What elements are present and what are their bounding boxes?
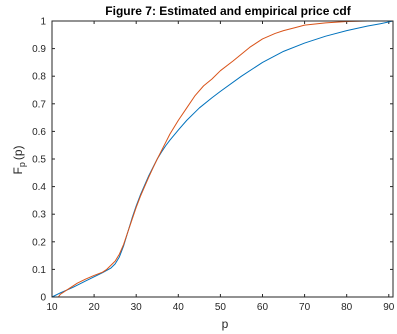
x-tick-label-7: 80 xyxy=(341,302,353,313)
y-tick-label-0: 0 xyxy=(40,293,46,304)
y-tick-label-1: 0.1 xyxy=(32,265,46,276)
x-tick-label-4: 50 xyxy=(215,302,227,313)
y-axis-label-base: F xyxy=(11,167,25,174)
y-axis-label: Fp (p) xyxy=(11,145,27,174)
y-tick-label-4: 0.4 xyxy=(32,182,46,193)
y-tick-label-3: 0.3 xyxy=(32,210,46,221)
series-lines xyxy=(51,20,394,298)
y-axis-label-subscript: p xyxy=(17,162,27,167)
y-tick-label-2: 0.2 xyxy=(32,237,46,248)
y-tick-label-6: 0.6 xyxy=(32,127,46,138)
x-tick-label-1: 20 xyxy=(89,302,101,313)
x-tick-label-0: 10 xyxy=(46,302,58,313)
y-tick-label-8: 0.8 xyxy=(32,72,46,83)
x-axis-label: p xyxy=(222,317,229,331)
y-tick-label-5: 0.5 xyxy=(32,155,46,166)
series-line-1 xyxy=(57,20,393,298)
x-tick-label-5: 60 xyxy=(257,302,269,313)
x-tick-label-6: 70 xyxy=(299,302,311,313)
x-tick-label-8: 90 xyxy=(383,302,395,313)
x-tick-label-2: 30 xyxy=(131,302,143,313)
axes-box xyxy=(51,20,394,298)
y-tick-label-10: 1 xyxy=(40,17,46,28)
y-tick-label-9: 0.9 xyxy=(32,44,46,55)
y-tick-label-7: 0.7 xyxy=(32,99,46,110)
x-tick-label-3: 40 xyxy=(173,302,185,313)
y-axis-label-argument: (p) xyxy=(11,145,25,160)
chart-title: Figure 7: Estimated and empirical price … xyxy=(105,4,351,18)
